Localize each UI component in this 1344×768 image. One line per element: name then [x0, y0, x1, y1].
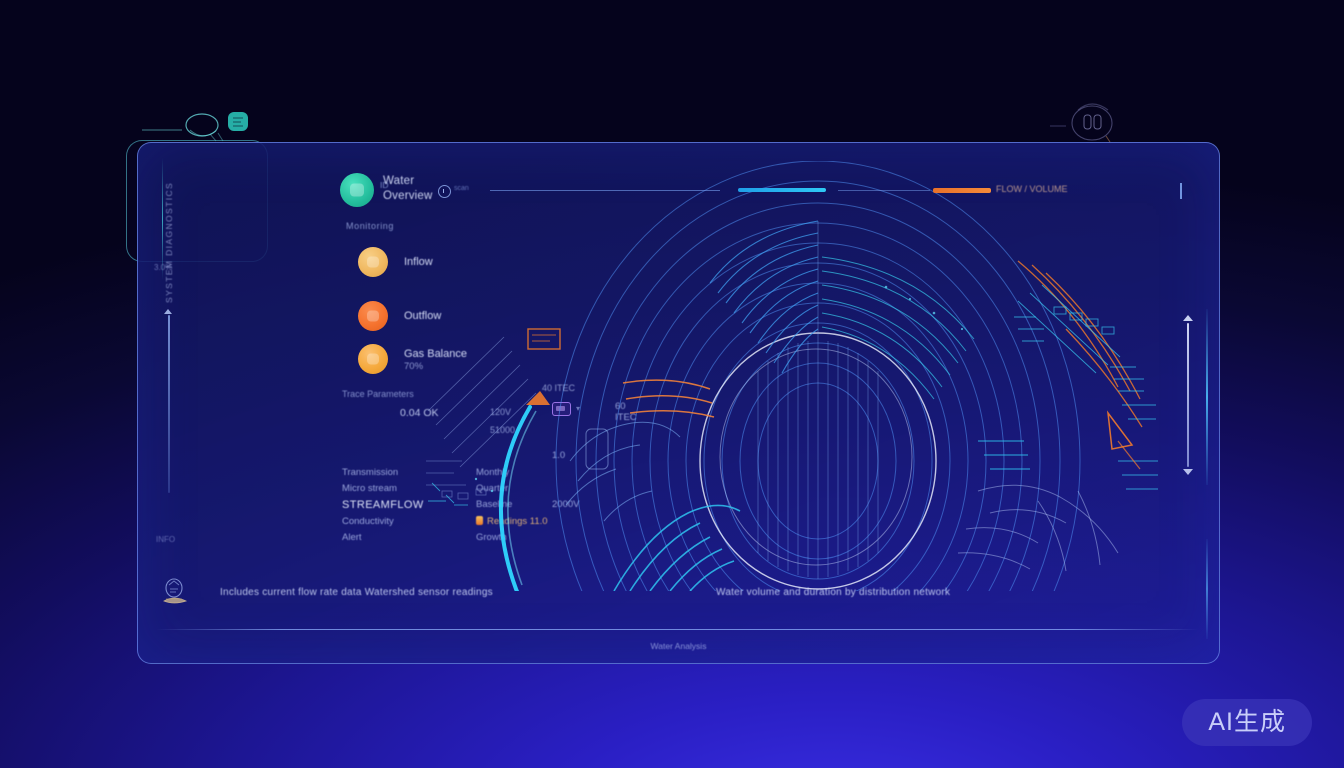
scroll-up-arrow-icon[interactable] — [1183, 315, 1193, 321]
detail-meta-secondary: 51000 — [490, 425, 516, 435]
header-progress-strip: scan FLOW / VOLUME — [438, 183, 1198, 199]
strip-connector-line — [490, 190, 720, 191]
strip-end-tick — [1180, 183, 1182, 199]
footer-divider — [156, 629, 1198, 630]
footer-caption-right: Water volume and duration by distributio… — [716, 587, 951, 598]
list-item[interactable]: Gas Balance 70% — [358, 344, 512, 374]
vertical-scrollbar[interactable] — [1182, 315, 1194, 475]
decorative-badge-outline-icon — [1050, 103, 1113, 143]
table-row: Transmission Monthly — [342, 467, 572, 478]
footer-caption-left: Includes current flow rate data Watershe… — [220, 587, 493, 598]
stats-key: Micro stream — [342, 483, 397, 494]
member-meta-0: 60 ITEC — [615, 401, 637, 423]
profile-text: Water Overview — [383, 173, 433, 204]
decorative-cyan-doodle-icon — [142, 112, 248, 142]
flame-icon — [476, 516, 483, 525]
member-name: Outflow — [404, 310, 442, 322]
strip-connector-line-2 — [838, 190, 930, 191]
hero-left-label: 40 ITEC — [542, 383, 576, 393]
member-name: Inflow — [404, 256, 433, 268]
scroll-down-arrow-icon[interactable] — [1183, 469, 1193, 475]
stats-key: Transmission — [342, 467, 399, 478]
profile-title-line1: Water — [383, 175, 415, 187]
stats-value: Baseline — [476, 499, 513, 510]
panel-bottom-note: Water Analysis — [650, 641, 707, 651]
stats-table: Transmission Monthly Micro stream Quarte… — [342, 467, 572, 548]
rail-slider-up-arrow-icon[interactable] — [164, 309, 172, 314]
stats-key: Conductivity — [342, 516, 394, 527]
rail-slider[interactable] — [168, 315, 170, 493]
table-row: STREAMFLOW Baseline — [342, 499, 572, 511]
stats-key-highlight: STREAMFLOW — [342, 499, 424, 511]
stats-key: Alert — [342, 532, 362, 543]
member-avatar[interactable] — [358, 344, 388, 374]
profile-tag: ID — [380, 180, 389, 190]
rail-bottom-label: INFO — [156, 535, 176, 544]
stats-value-flagged: Readings 11.0 — [476, 516, 572, 527]
table-row: Conductivity Readings 11.0 — [342, 516, 572, 527]
list-item[interactable]: Inflow — [358, 247, 512, 277]
member-sub: 70% — [404, 360, 424, 372]
member-name: Gas Balance — [404, 347, 467, 360]
progress-segment-orange[interactable] — [933, 188, 991, 193]
table-row: Micro stream Quarter — [342, 483, 572, 494]
rail-small-label: 3.0% — [154, 263, 173, 272]
strip-left-label: scan — [454, 185, 469, 192]
strip-right-label: FLOW / VOLUME — [996, 184, 1068, 194]
chevron-down-icon[interactable]: ▾ — [576, 404, 581, 413]
main-dashboard-panel: SYSTEM DIAGNOSTICS 3.0% INFO Water Overv… — [137, 142, 1220, 664]
list-item[interactable]: Outflow — [358, 301, 512, 331]
member-avatar[interactable] — [358, 301, 388, 331]
clock-icon — [438, 185, 451, 198]
rail-vertical-label: SYSTEM DIAGNOSTICS — [164, 181, 174, 303]
table-row: Alert Growth — [342, 532, 572, 543]
stats-value: Monthly — [476, 467, 510, 478]
scrollbar-track[interactable] — [1187, 323, 1189, 467]
accent-line-upper — [1206, 309, 1208, 485]
stats-value: Growth — [476, 532, 507, 543]
member-avatar-icon — [367, 310, 379, 322]
chart-icon — [163, 578, 188, 604]
user-avatar-icon — [350, 183, 364, 197]
accent-line-lower — [1206, 539, 1208, 639]
ai-generated-watermark: AI生成 — [1182, 699, 1312, 746]
member-avatar[interactable] — [358, 247, 388, 277]
rail-divider — [162, 158, 163, 280]
detail-meta-primary: 120V — [490, 407, 512, 417]
stats-value: Quarter — [476, 483, 509, 494]
profile-title-line2: Overview — [383, 190, 433, 202]
progress-segment-cyan[interactable] — [738, 188, 826, 192]
sidebar: Water Overview ID Monitoring Inflow — [200, 161, 637, 645]
left-rail: SYSTEM DIAGNOSTICS 3.0% INFO — [138, 143, 200, 663]
stats-value-text: Readings 11.0 — [487, 516, 548, 527]
section-label-details: Trace Parameters — [342, 389, 414, 399]
member-meta-1: 1.0 — [552, 450, 566, 461]
member-avatar-icon — [367, 353, 379, 365]
member-meta-2: 2000V — [552, 499, 580, 510]
profile-row[interactable]: Water Overview — [340, 173, 433, 207]
profile-avatar[interactable] — [340, 173, 374, 207]
member-avatar-icon — [367, 256, 379, 268]
section-label-monitoring: Monitoring — [346, 221, 395, 231]
fingerprint-radar-visualization — [418, 161, 1218, 591]
